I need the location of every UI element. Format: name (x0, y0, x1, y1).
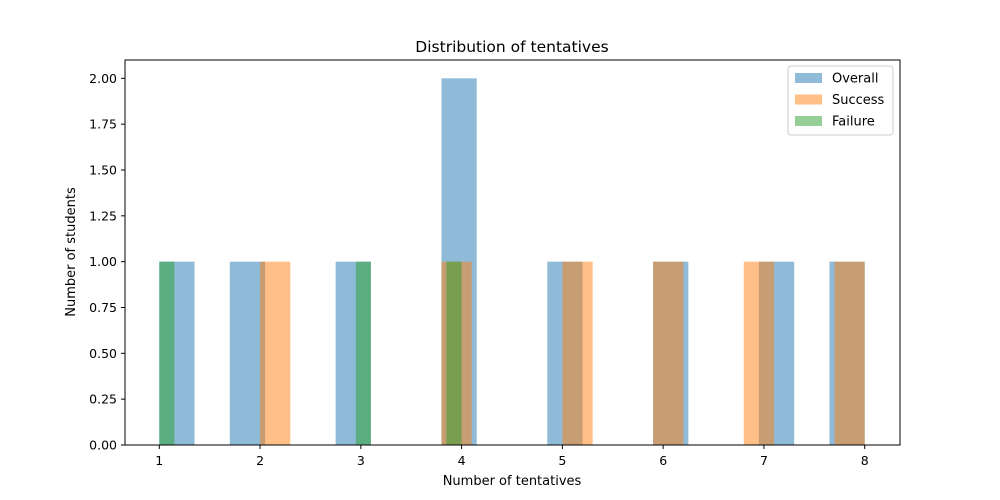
y-tick-label: 1.50 (89, 163, 117, 178)
x-tick-label: 7 (760, 453, 768, 468)
x-tick-label: 4 (458, 453, 466, 468)
bar-success-4 (743, 261, 775, 445)
x-tick-label: 8 (861, 453, 869, 468)
x-tick-label: 2 (256, 453, 264, 468)
y-tick-label: 0.00 (89, 438, 117, 453)
bars-layer (159, 78, 865, 445)
legend-label-success: Success (832, 93, 885, 108)
x-tick-label: 5 (558, 453, 566, 468)
bar-overall-1 (229, 261, 266, 445)
bar-failure-1 (355, 261, 371, 445)
bar-success-3 (653, 261, 684, 445)
y-axis-label: Number of students (64, 187, 79, 317)
legend-swatch-failure (795, 116, 822, 126)
legend-label-overall: Overall (832, 72, 878, 87)
x-tick-label: 3 (357, 453, 365, 468)
series-failure (159, 261, 462, 445)
x-axis-ticks: 1 2 3 4 5 6 7 8 (155, 445, 869, 468)
bar-success-0 (260, 261, 291, 445)
bar-failure-0 (159, 261, 175, 445)
bar-success-2 (562, 261, 593, 445)
y-tick-label: 1.25 (89, 208, 117, 223)
x-tick-label: 1 (155, 453, 163, 468)
chart-title: Distribution of tentatives (415, 38, 608, 56)
y-tick-label: 0.75 (89, 300, 117, 315)
legend: Overall Success Failure (787, 65, 894, 136)
x-tick-label: 6 (659, 453, 667, 468)
y-tick-label: 0.50 (89, 346, 117, 361)
y-tick-label: 1.00 (89, 254, 117, 269)
legend-swatch-success (795, 94, 822, 105)
y-axis-ticks: 0.00 0.25 0.50 0.75 1.00 1.25 1.50 1.75 2.00 (89, 71, 125, 453)
legend-swatch-overall (795, 73, 822, 83)
x-axis-label: Number of tentatives (443, 474, 582, 489)
legend-label-failure: Failure (832, 115, 875, 130)
y-tick-label: 1.75 (89, 117, 117, 132)
plot-area-frame (124, 59, 901, 446)
bar-success-5 (834, 261, 865, 445)
y-tick-label: 0.25 (89, 392, 117, 407)
y-tick-label: 2.00 (89, 71, 117, 86)
bar-failure-2 (446, 261, 462, 445)
